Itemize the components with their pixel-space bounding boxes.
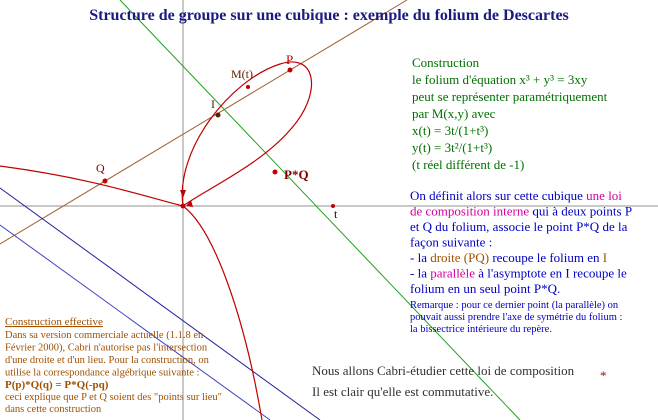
point (102, 178, 108, 184)
point (215, 112, 221, 118)
effective-formula: P(p)*Q(q) = P*Q(-pq) (5, 379, 109, 391)
definition-segment: droite (PQ) (430, 250, 489, 265)
effective-line: Février 2000), Cabri n'autorise pas l'in… (5, 343, 208, 354)
point (287, 67, 293, 73)
point (331, 204, 335, 208)
remark-line: Remarque : pour ce dernier point (la par… (410, 300, 619, 311)
remark-line: la bissectrice intérieure du repère. (410, 324, 552, 335)
asymptote (0, 187, 321, 420)
asymptote-2 (0, 224, 271, 420)
definition-segment: à l'asymptote en I recoupe le (475, 266, 627, 281)
footer-line: Il est clair qu'elle est commutative. (312, 384, 493, 399)
footer-line: Nous allons Cabri-étudier cette loi de c… (312, 363, 575, 378)
point (180, 203, 186, 209)
definition-line: de composition interne qui à deux points… (410, 204, 632, 219)
construction-line: y(t) = 3t²/(1+t³) (412, 140, 492, 155)
footer-star: * (600, 368, 607, 383)
point (246, 85, 250, 89)
definition-segment: On définit alors sur cette cubique (410, 188, 586, 203)
definition-line: façon suivante : (410, 235, 492, 250)
point-label: P*Q (284, 167, 309, 182)
remark-line: pouvait aussi prendre l'axe de symétrie … (410, 312, 623, 323)
definition-segment: façon suivante : (410, 235, 492, 250)
arrow (186, 200, 193, 207)
definition-segment: parallèle (430, 266, 475, 281)
point-label: M(t) (231, 67, 253, 81)
point-label: P (286, 52, 293, 67)
point-label: I (211, 97, 215, 111)
definition-line: folium en un seul point P*Q. (410, 281, 560, 296)
construction-line: Construction (412, 55, 480, 70)
definition-line: - la droite (PQ) recoupe le folium en I (410, 250, 607, 265)
definition-line: On définit alors sur cette cubique une l… (410, 188, 622, 203)
definition-segment: et Q du folium, associe le point P*Q de … (410, 219, 628, 234)
construction-line: (t réel différent de -1) (412, 157, 524, 172)
definition-line: - la parallèle à l'asymptote en I recoup… (410, 266, 627, 281)
point (272, 169, 278, 175)
text-blocks: Structure de groupe sur une cubique : ex… (5, 7, 632, 415)
construction-line: peut se représenter paramétriquement (412, 89, 608, 104)
definition-segment: de composition interne (410, 204, 529, 219)
construction-line: x(t) = 3t/(1+t³) (412, 123, 488, 138)
point-label: t (334, 207, 338, 221)
point-labels: P M(t) I Q P*Q t (96, 52, 338, 221)
effective-line: Dans sa version commerciale actuelle (1.… (5, 330, 204, 341)
arrow (180, 190, 186, 198)
definition-segment: I (603, 250, 607, 265)
effective-heading: Construction effective (5, 316, 103, 328)
definition-segment: qui à deux points P (529, 204, 632, 219)
construction-line: le folium d'équation x³ + y³ = 3xy (412, 72, 588, 87)
line-pq (0, 0, 408, 245)
definition-segment: - la (410, 250, 430, 265)
construction-line: par M(x,y) avec (412, 106, 496, 121)
effective-line: ceci explique que P et Q soient des "poi… (5, 392, 222, 403)
effective-line: dans cette construction (5, 404, 102, 415)
folium-curve (0, 61, 312, 420)
definition-segment: folium en un seul point P*Q. (410, 281, 560, 296)
definition-segment: - la (410, 266, 430, 281)
effective-line: utilise la correspondance algébrique sui… (5, 368, 200, 379)
effective-line: d'une droite et d'un lieu. Pour la const… (5, 355, 210, 366)
definition-segment: une loi (586, 188, 622, 203)
definition-segment: recoupe le folium en (489, 250, 603, 265)
parallel-line (119, 0, 521, 420)
definition-line: et Q du folium, associe le point P*Q de … (410, 219, 628, 234)
title: Structure de groupe sur une cubique : ex… (89, 7, 569, 24)
point-label: Q (96, 161, 105, 175)
